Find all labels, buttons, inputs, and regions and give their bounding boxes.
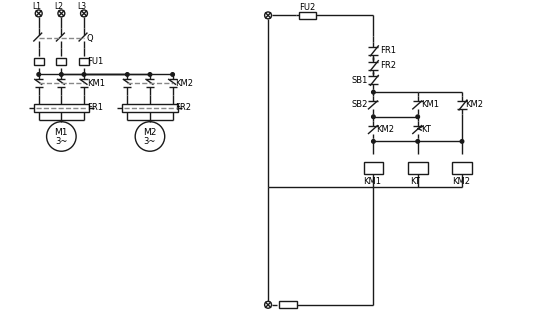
- Text: KM1: KM1: [87, 79, 105, 88]
- Circle shape: [60, 73, 63, 76]
- Circle shape: [416, 115, 419, 119]
- Circle shape: [37, 73, 40, 76]
- Circle shape: [372, 115, 375, 119]
- Text: KM2: KM2: [176, 79, 193, 88]
- Circle shape: [416, 140, 419, 143]
- Text: KM1: KM1: [420, 100, 438, 109]
- Text: FR1: FR1: [381, 46, 396, 55]
- Text: KM2: KM2: [465, 100, 483, 109]
- Text: L2: L2: [55, 2, 63, 11]
- Text: KM2: KM2: [376, 125, 394, 134]
- Circle shape: [372, 140, 375, 143]
- Circle shape: [148, 73, 152, 76]
- Text: FR2: FR2: [381, 61, 396, 70]
- Text: SB1: SB1: [352, 76, 368, 85]
- Text: M1: M1: [55, 128, 68, 137]
- Text: 3~: 3~: [55, 137, 68, 146]
- Bar: [122, 104, 177, 112]
- Text: KM1: KM1: [364, 177, 382, 186]
- Text: FU1: FU1: [87, 57, 103, 66]
- Text: KT: KT: [410, 177, 420, 186]
- Bar: [79, 58, 89, 65]
- Text: KT: KT: [420, 125, 431, 134]
- Circle shape: [460, 140, 464, 143]
- Text: KM2: KM2: [452, 177, 470, 186]
- Text: FR1: FR1: [87, 103, 103, 113]
- Circle shape: [171, 73, 174, 76]
- Text: Q: Q: [87, 33, 93, 43]
- Bar: [364, 162, 383, 174]
- Text: M2: M2: [143, 128, 157, 137]
- Bar: [34, 104, 89, 112]
- Bar: [299, 12, 316, 19]
- Circle shape: [126, 73, 129, 76]
- Text: FR2: FR2: [176, 103, 192, 113]
- Bar: [408, 162, 428, 174]
- Text: FU2: FU2: [300, 3, 316, 12]
- Text: SB2: SB2: [352, 100, 368, 109]
- Bar: [56, 58, 66, 65]
- Text: L1: L1: [32, 2, 41, 11]
- Circle shape: [372, 90, 375, 94]
- Text: 3~: 3~: [144, 137, 156, 146]
- Bar: [279, 301, 296, 308]
- Circle shape: [82, 73, 86, 76]
- Text: L3: L3: [77, 2, 86, 11]
- Bar: [34, 58, 44, 65]
- Bar: [452, 162, 472, 174]
